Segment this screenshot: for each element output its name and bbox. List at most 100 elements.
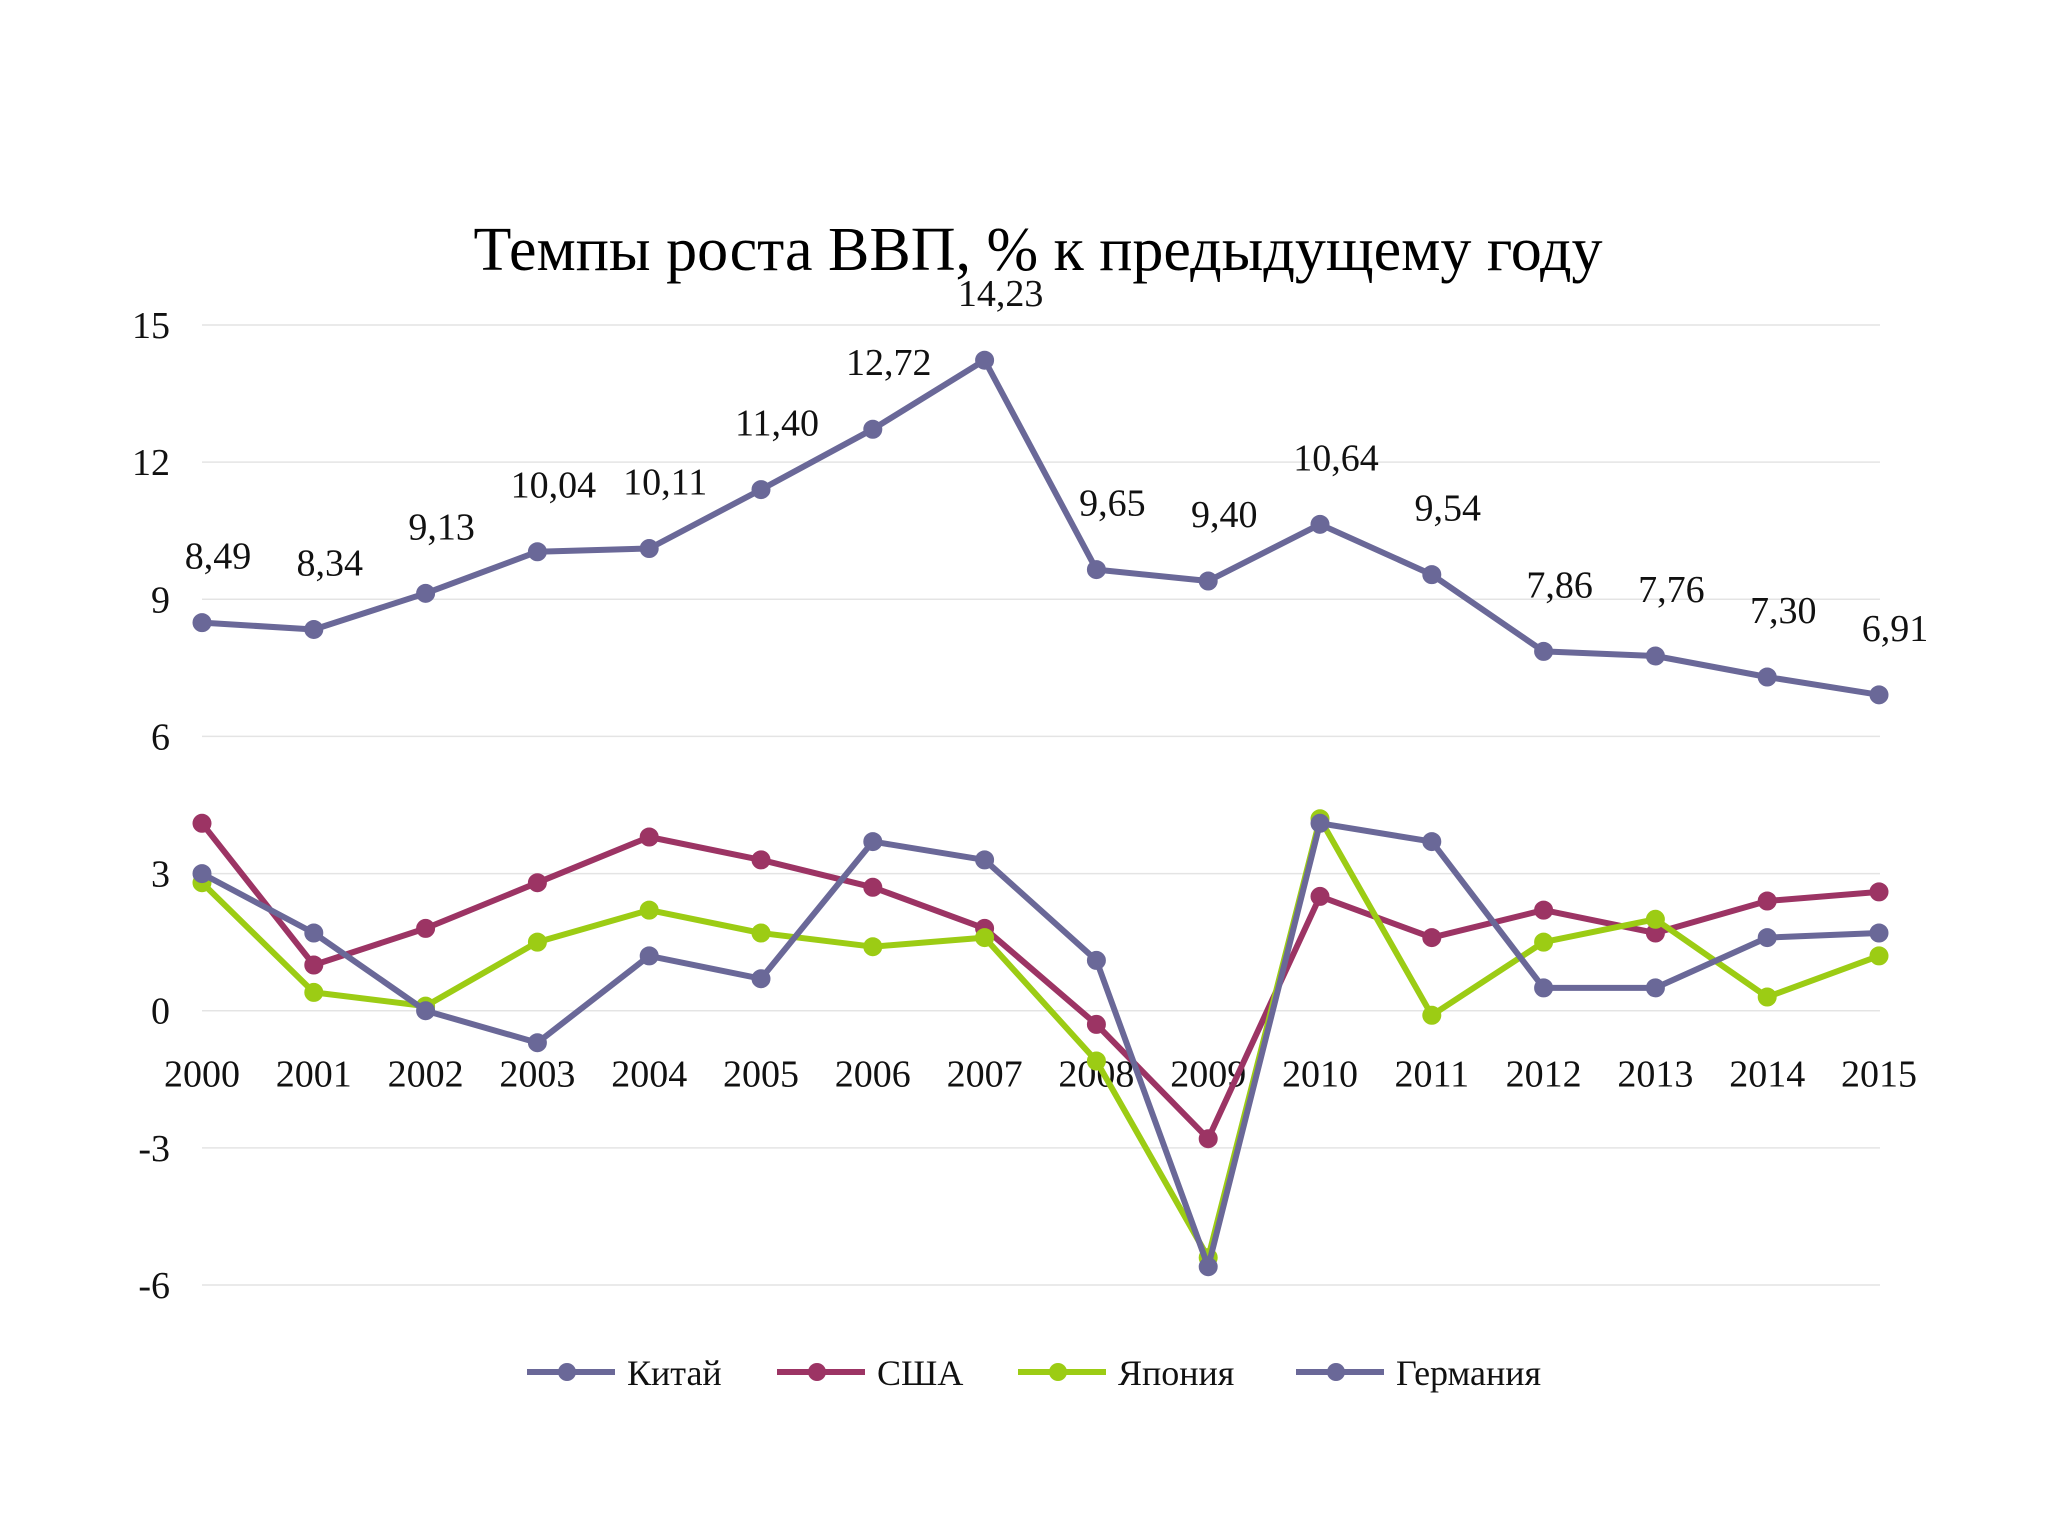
data-point <box>1869 946 1889 966</box>
chart-title: Темпы роста ВВП, % к предыдущему году <box>473 216 1602 284</box>
data-point <box>1757 891 1777 911</box>
data-point <box>1757 987 1777 1007</box>
legend-label: Япония <box>1118 1353 1234 1393</box>
series-line <box>200 820 1880 1270</box>
data-point <box>1645 909 1665 929</box>
data-point <box>1422 565 1442 585</box>
legend-item: Германия <box>1296 1353 1541 1393</box>
data-point <box>1869 685 1889 705</box>
x-tick-label: 2006 <box>835 1054 911 1096</box>
data-labels: 8,49 8,34 9,13 10,04 10,11 11,40 12,72 14,23 9,6… <box>185 273 1929 650</box>
data-point <box>975 350 995 370</box>
data-point <box>1645 978 1665 998</box>
data-point <box>1086 1051 1106 1071</box>
data-point <box>639 900 659 920</box>
legend-item: Китай <box>527 1353 722 1393</box>
data-point <box>863 832 883 852</box>
data-point <box>1422 832 1442 852</box>
legend-label: США <box>877 1353 963 1393</box>
data-point <box>527 542 547 562</box>
y-tick-label: -3 <box>138 1128 170 1170</box>
series-4 <box>192 813 1889 1277</box>
y-tick-label: 3 <box>151 854 170 896</box>
x-tick-label: 2002 <box>388 1054 464 1096</box>
legend: Китай США Япония Германия <box>527 1353 1541 1393</box>
data-point <box>304 619 324 639</box>
data-label: 9,54 <box>1415 488 1482 530</box>
data-point <box>527 932 547 952</box>
data-label: 9,40 <box>1191 494 1258 536</box>
data-label: 14,23 <box>958 273 1044 315</box>
data-point <box>751 923 771 943</box>
data-point <box>304 955 324 975</box>
data-label: 7,86 <box>1526 564 1593 606</box>
x-tick-label: 2003 <box>499 1054 575 1096</box>
x-tick-label: 2015 <box>1841 1054 1917 1096</box>
data-point <box>1310 514 1330 534</box>
legend-swatch-marker <box>808 1363 826 1381</box>
data-label: 7,76 <box>1638 569 1705 611</box>
data-point <box>1757 928 1777 948</box>
data-label: 11,40 <box>735 403 819 445</box>
data-point <box>863 877 883 897</box>
data-point <box>1198 571 1218 591</box>
data-point <box>1422 1005 1442 1025</box>
data-point <box>863 419 883 439</box>
data-point <box>192 613 212 633</box>
x-axis-tick-labels: 2000 2001 2002 2003 2004 2005 2006 2007 2008 2009… <box>164 1054 1917 1096</box>
data-point <box>304 982 324 1002</box>
legend-swatch-marker <box>1327 1363 1345 1381</box>
data-point <box>1086 950 1106 970</box>
data-point <box>1869 923 1889 943</box>
series-line <box>199 815 1881 1261</box>
data-point <box>304 923 324 943</box>
data-point <box>1086 1014 1106 1034</box>
data-point <box>639 539 659 559</box>
data-label: 9,65 <box>1079 483 1146 525</box>
data-point <box>1534 932 1554 952</box>
x-tick-label: 2000 <box>164 1054 240 1096</box>
x-tick-label: 2004 <box>611 1054 687 1096</box>
y-tick-label: -6 <box>138 1265 170 1307</box>
data-point <box>1198 1129 1218 1149</box>
data-point <box>1086 560 1106 580</box>
data-point <box>416 918 436 938</box>
data-label: 12,72 <box>846 342 932 384</box>
series-line <box>201 357 1880 698</box>
data-point <box>1869 882 1889 902</box>
data-point <box>751 850 771 870</box>
x-tick-label: 2001 <box>276 1054 352 1096</box>
data-point <box>192 864 212 884</box>
legend-swatch-marker <box>1049 1363 1067 1381</box>
data-point <box>751 480 771 500</box>
x-tick-label: 2007 <box>947 1054 1023 1096</box>
data-point <box>527 873 547 893</box>
x-tick-label: 2005 <box>723 1054 799 1096</box>
data-label: 6,91 <box>1862 608 1929 650</box>
legend-item: Япония <box>1018 1353 1234 1393</box>
x-tick-label: 2014 <box>1729 1054 1805 1096</box>
data-point <box>192 813 212 833</box>
x-tick-label: 2012 <box>1506 1054 1582 1096</box>
y-tick-label: 9 <box>151 579 170 621</box>
y-tick-label: 12 <box>132 442 170 484</box>
data-point <box>1422 928 1442 948</box>
data-label: 8,49 <box>185 536 252 578</box>
data-point <box>639 946 659 966</box>
data-label: 10,64 <box>1293 437 1379 479</box>
data-point <box>1198 1257 1218 1277</box>
data-point <box>975 928 995 948</box>
data-point <box>527 1033 547 1053</box>
data-point <box>639 827 659 847</box>
data-label: 8,34 <box>297 542 364 584</box>
y-axis-tick-labels: -6 -3 0 3 6 9 12 15 <box>132 305 170 1307</box>
legend-swatch-marker <box>558 1363 576 1381</box>
data-point <box>1534 641 1554 661</box>
data-point <box>1310 813 1330 833</box>
data-point <box>1534 978 1554 998</box>
data-point <box>1757 667 1777 687</box>
legend-label: Китай <box>627 1353 722 1393</box>
series-1 <box>192 350 1889 705</box>
series-line <box>199 821 1880 1142</box>
